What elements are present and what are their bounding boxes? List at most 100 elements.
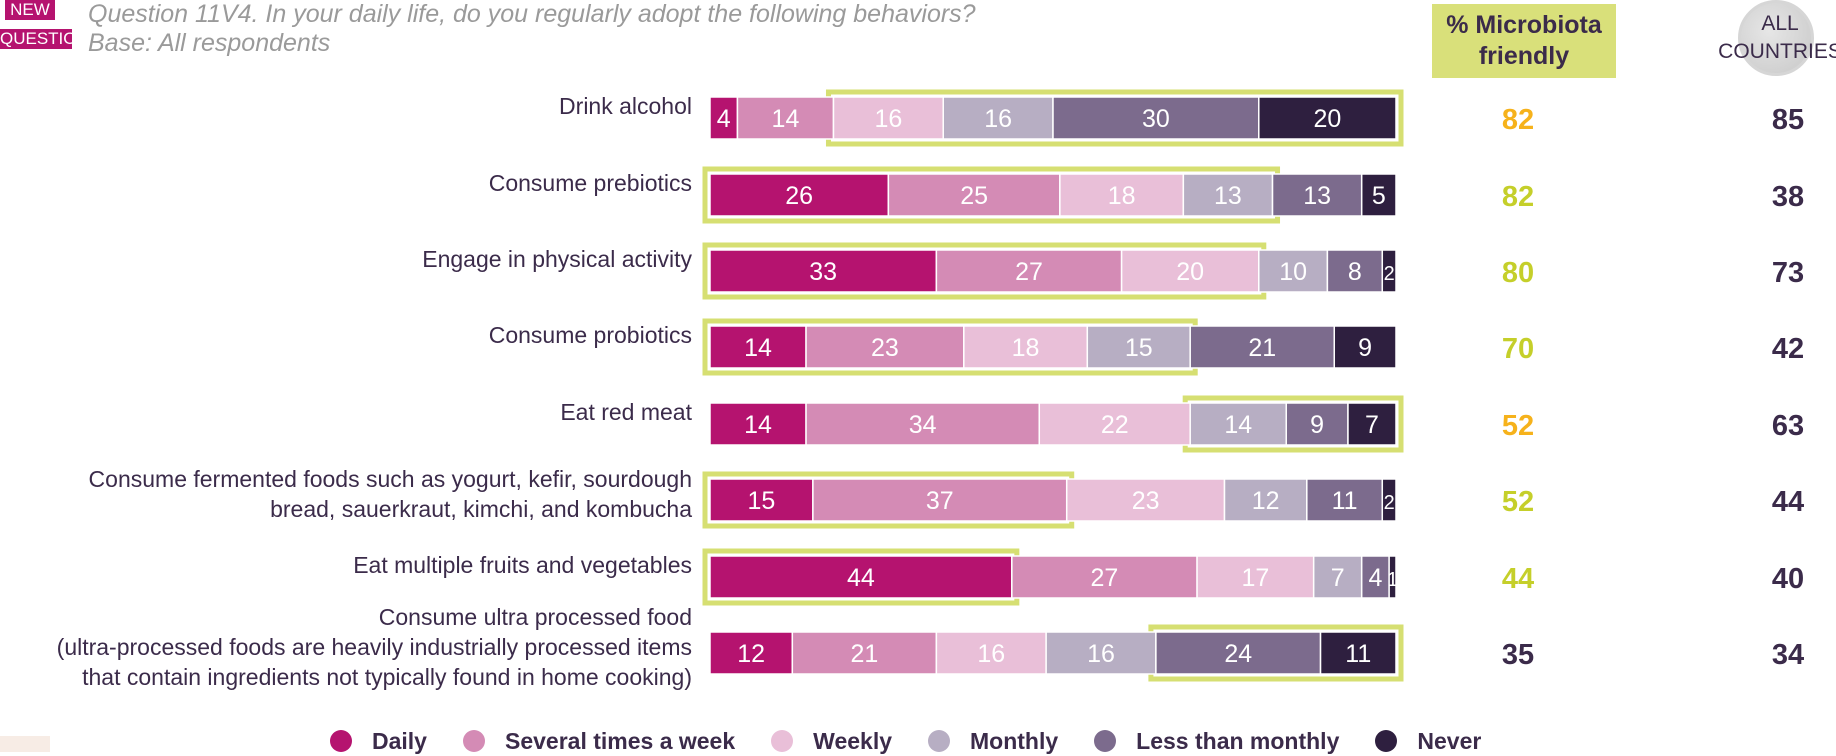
legend-dot — [771, 730, 794, 752]
data-label: 23 — [871, 334, 899, 362]
bar-segment-never — [1381, 249, 1397, 293]
bar-segment-daily — [709, 173, 890, 217]
pct-microbiota-value: 82 — [1502, 104, 1534, 136]
bar-segment-daily — [709, 631, 794, 675]
globe-icon — [1738, 0, 1814, 76]
data-label: 4 — [717, 105, 731, 133]
bar-segment-monthly — [942, 96, 1054, 140]
bar-segment-less-than-monthly — [1052, 96, 1260, 140]
legend-label: Weekly — [813, 727, 893, 754]
legend-dot — [1375, 730, 1398, 752]
bar-segment-weekly — [1065, 478, 1226, 522]
all-countries-value: 40 — [1772, 563, 1804, 595]
category-label: Consume fermented foods such as yogurt, … — [89, 466, 692, 492]
data-label: 25 — [960, 182, 988, 210]
data-label: 5 — [1372, 182, 1386, 210]
bar-segment-several-times-a-week — [887, 173, 1061, 217]
legend-item-several-times-a-week: Several times a week — [462, 727, 736, 755]
data-label: 12 — [737, 640, 765, 668]
bar-segment-never — [1333, 325, 1397, 369]
data-label: 10 — [1279, 258, 1307, 286]
category-label: bread, sauerkraut, kimchi, and kombucha — [270, 496, 692, 522]
legend-item-monthly: Monthly — [928, 728, 1058, 755]
pct-microbiota-value: 44 — [1502, 563, 1534, 595]
data-label: 15 — [1125, 334, 1153, 362]
chart-legend: Daily Several times a week Weekly Monthly Le… — [330, 726, 1517, 756]
legend-item-weekly: Weekly — [771, 728, 892, 755]
legend-label: Less than monthly — [1136, 727, 1340, 754]
all-countries-label: ALL COUNTRIES — [1700, 10, 1836, 66]
all-countries-value: 63 — [1772, 410, 1804, 442]
data-label: 20 — [1313, 105, 1341, 133]
bar-segment-never — [1360, 173, 1397, 217]
data-label: 2 — [1384, 263, 1395, 285]
data-label: 1 — [1387, 569, 1398, 591]
bar-segment-less-than-monthly — [1326, 249, 1384, 293]
question-line: Question 11V4. In your daily life, do yo… — [88, 0, 976, 28]
legend-dot — [330, 730, 352, 752]
base-line: Base: All respondents — [88, 29, 331, 57]
bar-segment-daily — [709, 478, 814, 522]
all-countries-value: 44 — [1772, 486, 1804, 518]
all-countries-value: 34 — [1772, 639, 1804, 671]
corner-decoration — [0, 736, 50, 752]
data-label: 18 — [1012, 334, 1040, 362]
pct-microbiota-value: 82 — [1502, 181, 1534, 213]
badge-line2: QUESTION — [0, 29, 72, 49]
all-countries-value: 85 — [1772, 104, 1804, 136]
bar-segment-never — [1319, 631, 1397, 675]
data-label: 14 — [1224, 411, 1252, 439]
data-label: 12 — [1252, 487, 1280, 515]
bar-segment-monthly — [1312, 555, 1363, 599]
legend-dot — [928, 730, 951, 752]
data-label: 27 — [1091, 564, 1119, 592]
bar-segment-monthly — [1189, 402, 1287, 446]
data-label: 9 — [1358, 334, 1372, 362]
legend-label: Never — [1417, 727, 1482, 754]
pct-microbiota-value: 70 — [1502, 333, 1534, 365]
legend-label: Several times a week — [504, 727, 736, 754]
bar-segment-several-times-a-week — [1011, 555, 1198, 599]
pct-microbiota-value: 80 — [1502, 257, 1534, 289]
bar-segment-daily — [709, 96, 739, 140]
data-label: 20 — [1176, 258, 1204, 286]
data-label: 21 — [1248, 334, 1276, 362]
bar-segment-monthly — [1258, 249, 1329, 293]
data-label: 7 — [1365, 411, 1379, 439]
legend-label: Daily — [372, 727, 427, 754]
category-label: (ultra-processed foods are heavily indus… — [57, 634, 692, 660]
data-label: 30 — [1142, 105, 1170, 133]
data-label: 24 — [1224, 640, 1252, 668]
bar-segment-less-than-monthly — [1155, 631, 1322, 675]
bar-segment-several-times-a-week — [736, 96, 835, 140]
data-label: 14 — [772, 105, 800, 133]
legend-label: Monthly — [970, 727, 1059, 754]
bar-segment-never — [1381, 478, 1397, 522]
bar-segment-less-than-monthly — [1285, 402, 1349, 446]
data-label: 2 — [1384, 492, 1395, 514]
data-label: 21 — [850, 640, 878, 668]
data-label: 34 — [909, 411, 937, 439]
data-label: 8 — [1348, 258, 1362, 286]
legend-item-never: Never — [1375, 728, 1481, 755]
data-label: 44 — [847, 564, 875, 592]
bar-segment-less-than-monthly — [1360, 555, 1390, 599]
bar-segment-less-than-monthly — [1306, 478, 1384, 522]
bar-segment-several-times-a-week — [812, 478, 1068, 522]
bar-segment-less-than-monthly — [1189, 325, 1336, 369]
data-label: 27 — [1015, 258, 1043, 286]
legend-dot — [1094, 730, 1117, 752]
pct-microbiota-header: % Microbiota friendly — [1432, 4, 1616, 78]
data-label: 13 — [1214, 182, 1242, 210]
data-label: 4 — [1368, 564, 1382, 592]
category-label: Engage in physical activity — [422, 246, 692, 272]
data-label: 16 — [977, 640, 1005, 668]
data-label: 15 — [748, 487, 776, 515]
data-label: 17 — [1241, 564, 1269, 592]
data-label: 26 — [785, 182, 813, 210]
data-label: 9 — [1310, 411, 1324, 439]
category-label: Drink alcohol — [559, 93, 692, 119]
category-label: Eat multiple fruits and vegetables — [353, 552, 692, 578]
bar-segment-monthly — [1223, 478, 1308, 522]
